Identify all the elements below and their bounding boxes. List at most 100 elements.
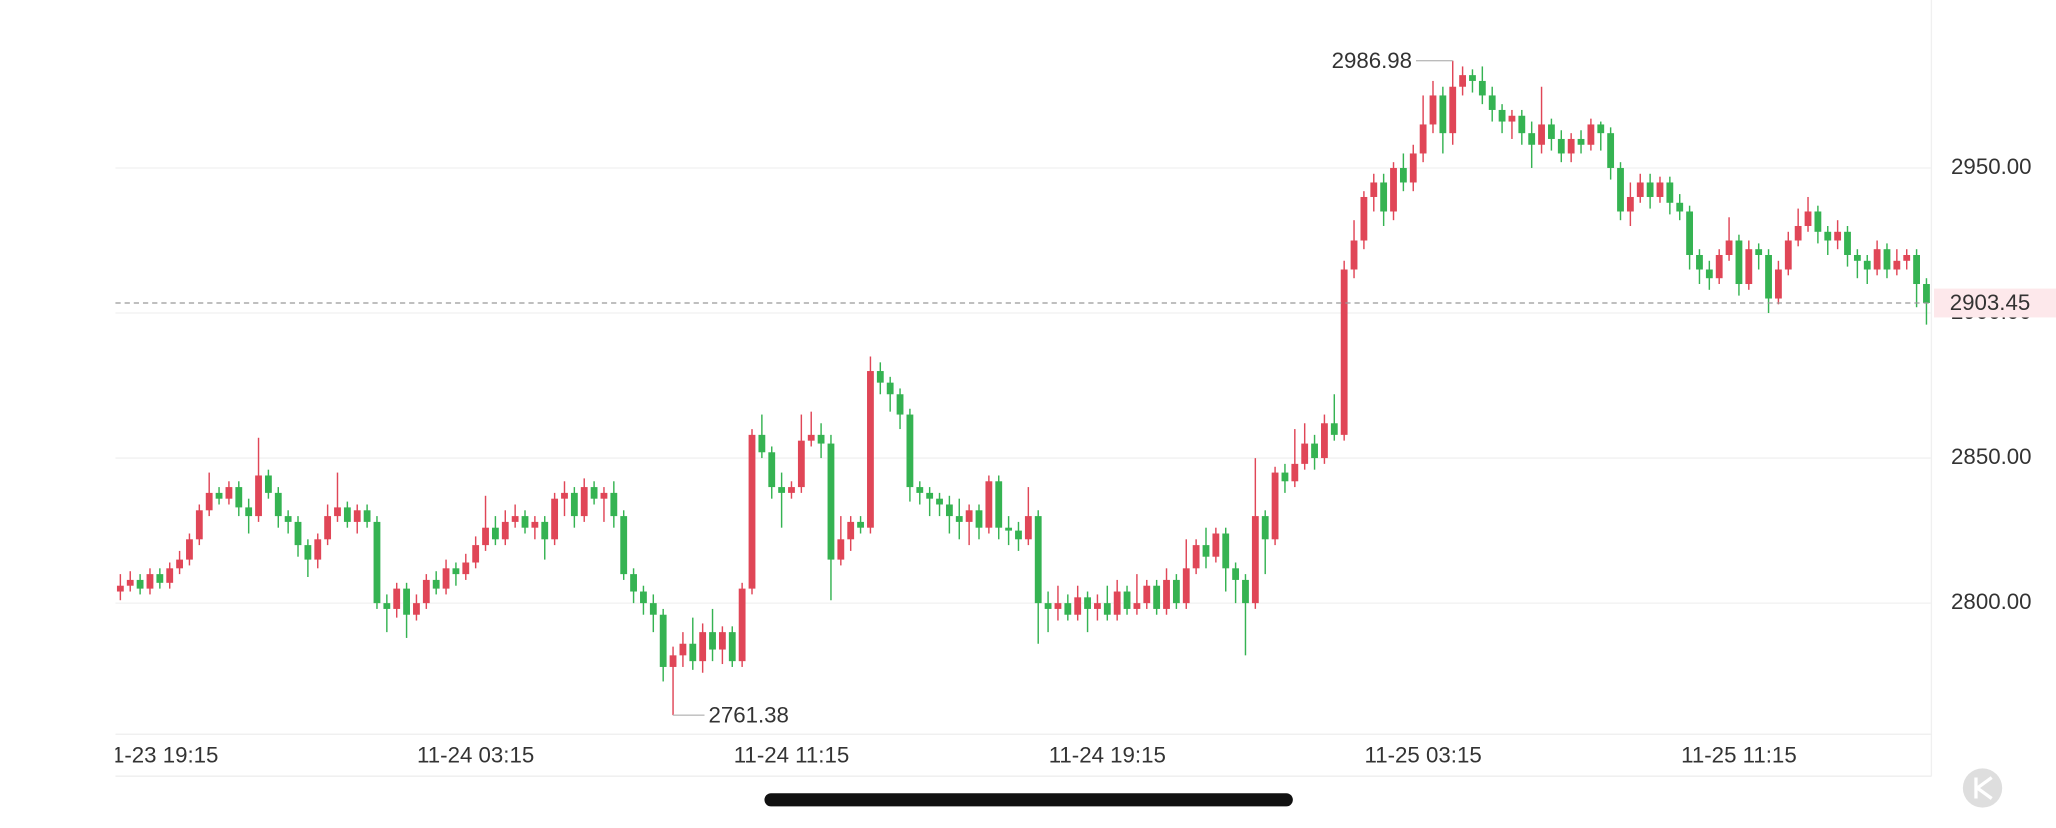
candle-body [482, 527, 489, 546]
candle-body [817, 434, 825, 444]
candle-body [1212, 533, 1220, 557]
candle-body [136, 579, 144, 589]
candle-body [600, 492, 608, 499]
candle-body [916, 487, 924, 493]
candle-body [116, 585, 124, 592]
candle-body [630, 574, 637, 592]
candle-body [422, 579, 430, 604]
candle-body [1429, 95, 1437, 125]
candle-body [1923, 284, 1930, 304]
candle-body [205, 492, 213, 511]
candle-body [955, 516, 963, 522]
candle-body [1419, 124, 1427, 154]
candle-body [1094, 603, 1101, 609]
candle-body [945, 504, 953, 517]
candle-body [383, 603, 391, 609]
x-tick-label: 11-24 03:15 [417, 742, 534, 767]
candle-body [827, 443, 835, 560]
candle-body [1153, 585, 1161, 609]
candle-body [768, 452, 776, 488]
candle-body [1597, 124, 1605, 134]
candle-body [926, 492, 934, 499]
candle-body [1054, 603, 1062, 609]
candle-body [718, 632, 726, 650]
candle-body [1123, 591, 1131, 609]
candle-body [1370, 182, 1378, 197]
candle-body [788, 487, 795, 493]
candle-body [1548, 124, 1555, 139]
candle-body [1636, 182, 1644, 197]
candle-body [1873, 249, 1881, 270]
candle-body [867, 371, 874, 528]
candle-body [1399, 167, 1407, 183]
candle-body [857, 521, 864, 528]
candle-body [393, 588, 401, 609]
candle-body [511, 516, 519, 522]
logo-button[interactable] [1962, 768, 2003, 808]
candle-body [334, 507, 341, 517]
candle-body [1824, 231, 1832, 241]
y-tick-label: 2950.00 [1951, 154, 2032, 179]
last-price-label: 2903.45 [1950, 290, 2031, 315]
candle-body [1794, 225, 1802, 241]
candle-body [1518, 115, 1526, 134]
candle-body [1251, 516, 1259, 604]
candle-body [1390, 167, 1397, 212]
candle-body [531, 521, 539, 528]
candle-body [1567, 138, 1575, 154]
candle-body [1222, 533, 1230, 569]
candle-body [1646, 182, 1654, 197]
candle-body [1617, 167, 1624, 212]
candle-body [501, 521, 509, 540]
candle-body [1834, 231, 1842, 241]
candle-body [1261, 516, 1269, 540]
candle-body [186, 539, 193, 560]
candle-body [1449, 86, 1457, 134]
candle-body [403, 588, 410, 615]
candle-body [1281, 472, 1289, 482]
candle-body [837, 539, 845, 560]
candle-body [373, 521, 381, 604]
candle-body [758, 434, 766, 453]
candle-body [245, 507, 253, 517]
candle-body [1133, 603, 1141, 609]
candle-body [689, 643, 697, 662]
candle-body [324, 516, 332, 540]
candle-body [778, 487, 786, 493]
candle-body [1242, 579, 1249, 604]
candle-body [1853, 255, 1861, 261]
min-label: 2761.38 [708, 702, 789, 727]
candle-body [590, 487, 598, 499]
candle-body [472, 545, 480, 563]
candle-body [413, 603, 420, 615]
candle-body [1696, 255, 1703, 270]
candle-body [1005, 527, 1013, 531]
candle-body [807, 434, 815, 441]
last-price-box [1934, 288, 2056, 318]
x-axis: 11-23 19:15 11-24 03:15 11-24 11:15 11-24 1… [101, 742, 1796, 767]
candle-body [1469, 75, 1476, 81]
x-tick-label: 11-23 19:15 [101, 742, 218, 767]
candle-body [886, 382, 894, 395]
candle-body [1883, 249, 1891, 270]
candle-body [896, 394, 904, 415]
candle-body [1301, 443, 1309, 464]
candle-body [1587, 124, 1595, 145]
candle-body [1656, 182, 1664, 197]
candle-body [1745, 249, 1753, 285]
candle-body [166, 568, 174, 583]
candle-body [1508, 115, 1516, 122]
candle-body [1488, 95, 1496, 110]
candle-body [1172, 579, 1180, 604]
candle-body [1439, 95, 1447, 134]
candle-body [1893, 260, 1901, 270]
candle-body [669, 655, 677, 667]
candle-body [748, 434, 756, 589]
candle-body [1755, 249, 1763, 256]
candle-body [1478, 80, 1486, 96]
candle-body [442, 568, 450, 589]
candle-body [176, 559, 183, 569]
candle-body [1686, 211, 1694, 256]
candle-body [1113, 591, 1121, 615]
